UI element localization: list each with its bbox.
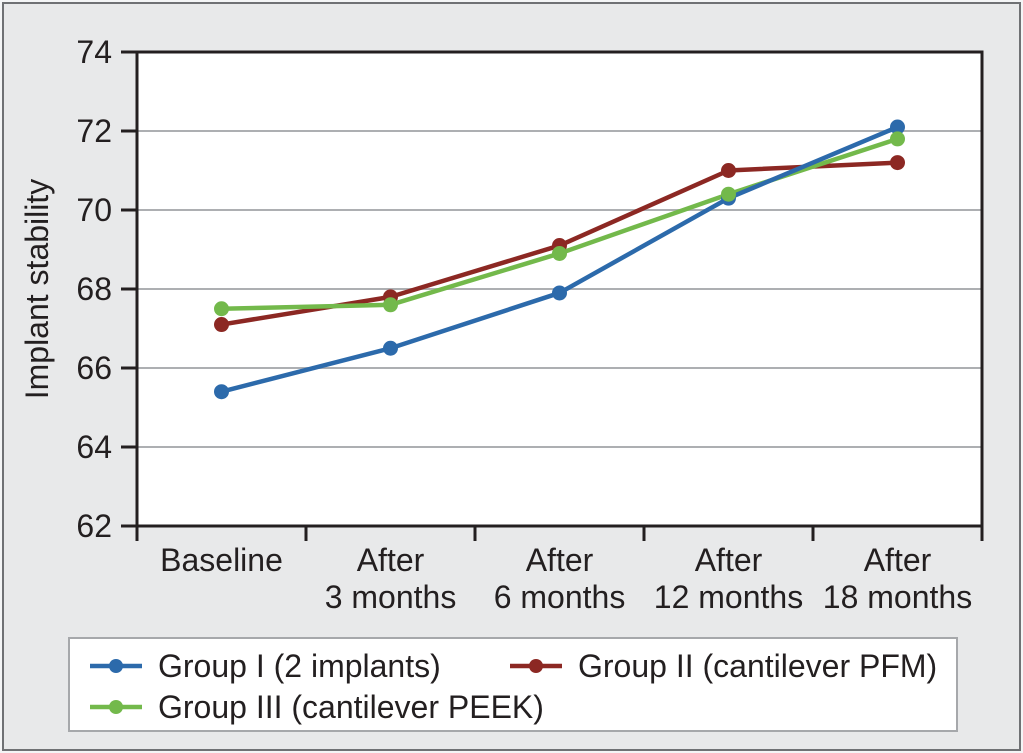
legend-row-1: Group I (2 implants) Group II (cantileve… <box>88 645 956 686</box>
data-point <box>383 297 398 313</box>
data-point <box>214 317 229 333</box>
data-point <box>890 131 905 147</box>
legend: Group I (2 implants) Group II (cantileve… <box>68 637 958 732</box>
legend-item-group-2: Group II (cantilever PFM) <box>508 650 937 682</box>
y-tick-label: 70 <box>76 192 112 228</box>
y-axis-title: Implant stability <box>19 179 55 400</box>
y-tick-label: 68 <box>76 271 112 307</box>
data-point <box>890 155 905 171</box>
legend-label-group-2: Group II (cantilever PFM) <box>578 647 938 684</box>
data-point <box>890 119 905 135</box>
data-point <box>552 285 567 301</box>
legend-row-2: Group III (cantilever PEEK) <box>88 686 956 727</box>
data-point <box>214 301 229 317</box>
x-tick-label: Baseline <box>160 542 283 578</box>
legend-label-group-1: Group I (2 implants) <box>158 647 441 684</box>
x-tick-label: After 3 months <box>325 542 457 615</box>
data-point <box>721 186 736 202</box>
y-tick-label: 64 <box>76 429 112 465</box>
data-point <box>383 340 398 356</box>
data-point <box>721 163 736 178</box>
y-tick-label: 74 <box>76 34 112 70</box>
legend-label-group-3: Group III (cantilever PEEK) <box>158 688 544 725</box>
legend-item-group-3: Group III (cantilever PEEK) <box>88 691 544 723</box>
data-point <box>214 384 229 400</box>
x-tick-label: After 6 months <box>494 542 626 615</box>
y-tick-label: 66 <box>76 350 112 386</box>
x-tick-label: After 12 months <box>654 542 803 615</box>
data-point <box>552 245 567 261</box>
line-dot-marker-icon <box>90 699 142 714</box>
line-dot-marker-icon <box>90 658 142 673</box>
plot-border <box>135 50 984 528</box>
y-tick-label: 62 <box>76 508 112 544</box>
legend-item-group-1: Group I (2 implants) <box>88 650 508 682</box>
y-tick-label: 72 <box>76 113 112 149</box>
x-tick-label: After 18 months <box>823 542 972 615</box>
line-dot-marker-icon <box>510 658 562 673</box>
